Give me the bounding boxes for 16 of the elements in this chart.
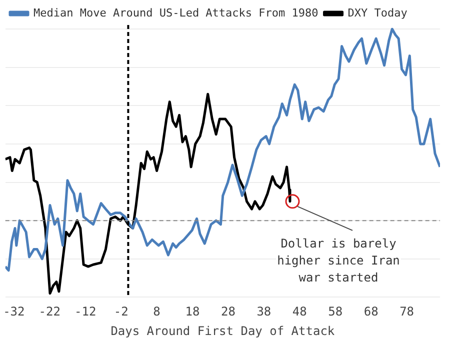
annotation: Dollar is barely higher since Iran war started <box>277 236 400 285</box>
x-tick-label: 28 <box>220 304 236 319</box>
x-tick-label: 68 <box>364 304 378 319</box>
legend-label: DXY Today <box>348 6 408 20</box>
x-axis-title: Days Around First Day of Attack <box>110 324 336 338</box>
x-tick-label: 78 <box>400 304 414 319</box>
x-tick-label: 18 <box>185 304 200 319</box>
x-tick-label: -32 <box>3 304 25 319</box>
x-tick-label: 48 <box>292 304 307 319</box>
x-tick-label: 8 <box>153 304 160 319</box>
legend-label: Median Move Around US-Led Attacks From 1980 <box>34 6 318 20</box>
x-tick-label: -2 <box>114 304 128 319</box>
x-tick-label: -22 <box>38 304 60 319</box>
x-tick-label: 38 <box>256 304 272 319</box>
x-tick-label: -12 <box>74 304 96 319</box>
x-tick-label: 58 <box>328 304 343 319</box>
